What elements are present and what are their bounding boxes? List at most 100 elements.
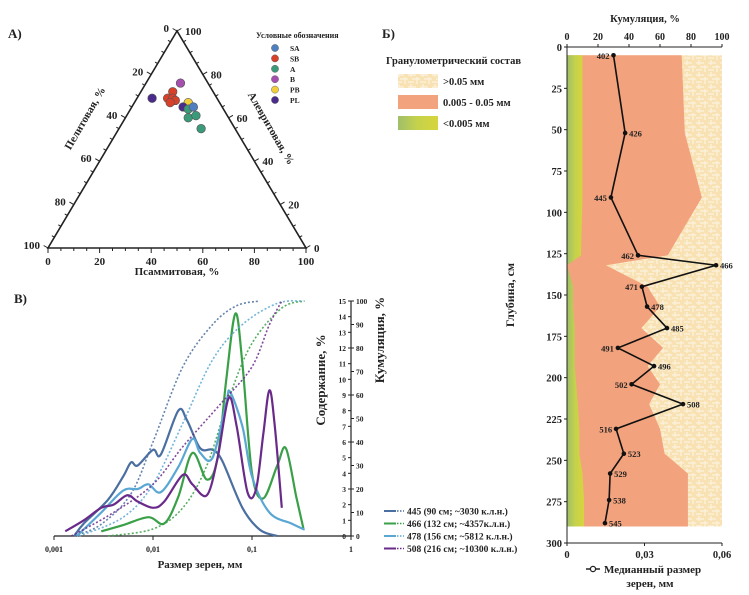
median-point-label: 445 [594, 193, 607, 203]
tick-label-right: 80 [211, 69, 223, 81]
bottom-tick-label: 0 [564, 550, 569, 561]
legend-label: A [290, 65, 296, 74]
y-tick-label: 75 [552, 167, 563, 178]
data-point-a [183, 113, 193, 123]
tick-label-right: 100 [185, 26, 202, 38]
x-tick-label: 0,01 [146, 545, 160, 554]
y2-tick-label: 20 [356, 485, 364, 494]
median-point-label: 402 [597, 51, 610, 61]
tick-left [116, 126, 120, 130]
median-point-label: 496 [658, 362, 671, 372]
tick-label-right: 20 [288, 200, 300, 212]
median-point-label: 523 [628, 449, 641, 459]
tick-right [202, 71, 208, 75]
x-tick-label: 0,001 [45, 545, 63, 554]
y2-tick-label: 10 [356, 509, 364, 518]
legend-marker [271, 54, 279, 63]
fraction-legend-swatch-1 [398, 95, 438, 109]
fraction-legend-swatch-0 [398, 74, 438, 88]
tick-left [58, 224, 62, 227]
y-axis-label: Содержание, % [313, 334, 328, 425]
tick-right [279, 201, 285, 206]
median-point [606, 497, 612, 503]
tick-label-right: 0 [314, 243, 320, 255]
data-point-a [196, 124, 206, 134]
y2-tick-label: 0 [356, 532, 360, 541]
tick-left [167, 39, 171, 43]
tick-right [196, 61, 200, 64]
y-tick-label: 300 [546, 539, 562, 550]
axis-label-bottom: Псаммитовая, % [135, 266, 220, 278]
tick-right [273, 191, 277, 195]
tick-left [69, 201, 75, 206]
tick-right [221, 105, 226, 108]
tick-left [103, 148, 107, 151]
silt-fraction-area [567, 55, 702, 527]
y-tick-label: 50 [552, 126, 563, 137]
cumulative-line-3 [71, 300, 283, 537]
median-point-label: 478 [651, 302, 664, 312]
y-tick-label: 175 [546, 332, 562, 343]
tick-right [299, 235, 303, 238]
tick-left [161, 50, 165, 54]
tick-label-left: 0 [164, 23, 170, 35]
median-point [622, 130, 628, 136]
median-point [635, 253, 641, 258]
legend-label: SA [290, 44, 300, 53]
median-legend-label-2: зерен, мм [626, 578, 674, 590]
y-tick-label: 7 [342, 422, 346, 431]
tick-right [228, 114, 234, 119]
legend-label: PB [290, 86, 300, 95]
tick-left [64, 213, 68, 216]
legend-marker [271, 75, 279, 84]
median-point [608, 195, 614, 200]
x-tick-label: 1 [349, 545, 353, 554]
y-tick-label: 3 [342, 485, 346, 494]
x-tick-label: 0,1 [247, 545, 257, 554]
legend-title: Условные обозначения [256, 31, 339, 40]
y2-tick-label: 30 [356, 462, 364, 471]
fraction-legend-swatch-2 [398, 116, 438, 130]
tick-label-left: 60 [81, 153, 93, 165]
y2-tick-label: 100 [356, 297, 368, 306]
tick-left [141, 83, 145, 86]
top-axis-label: Кумуляция, % [610, 14, 680, 25]
cumulative-line-2 [78, 300, 304, 537]
tick-right [254, 158, 259, 162]
median-point-label: 508 [687, 400, 700, 410]
legend-label: B [290, 75, 295, 84]
median-point [607, 471, 613, 476]
panel-label-v: В) [14, 291, 27, 306]
top-tick-label: 60 [655, 32, 665, 43]
tick-label-left: 40 [106, 110, 118, 122]
data-point-sb [165, 98, 175, 108]
y-tick-label: 100 [546, 208, 562, 219]
fraction-legend-label-0: >0.05 мм [443, 77, 484, 88]
median-point-label: 529 [614, 469, 627, 479]
y-tick-label: 1 [342, 516, 346, 525]
legend-label-0: 445 (90 см; ~3030 к.л.н.) [407, 507, 508, 518]
tick-right [267, 180, 271, 184]
y-tick-label: 125 [546, 250, 562, 261]
median-point [713, 262, 719, 268]
tick-left [95, 158, 100, 162]
cumulative-line-1 [107, 300, 305, 537]
tick-right [286, 213, 290, 216]
median-point-label: 426 [629, 128, 642, 138]
tick-label-bottom: 40 [146, 256, 158, 268]
tick-left [51, 235, 55, 238]
tick-right [292, 224, 296, 227]
median-point-label: 545 [609, 519, 622, 529]
median-point-label: 471 [625, 282, 638, 292]
y-tick-label: 5 [342, 454, 346, 463]
top-tick-label: 20 [593, 32, 603, 43]
legend-label: SB [290, 54, 299, 63]
y-tick-label: 0 [557, 43, 562, 54]
tick-label-left: 100 [24, 240, 41, 252]
y-tick-label: 150 [546, 291, 562, 302]
tick-label-left: 20 [132, 66, 144, 78]
tick-left [120, 114, 126, 119]
tick-label-bottom: 80 [249, 256, 261, 268]
y-tick-label: 2 [342, 501, 346, 510]
